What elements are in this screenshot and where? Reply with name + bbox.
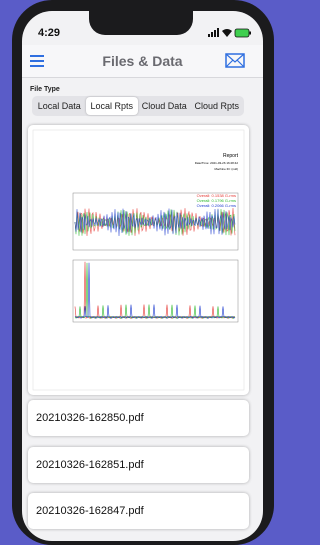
- segment-option[interactable]: Local Data: [33, 97, 86, 115]
- file-row[interactable]: 20210326-162847.pdf: [28, 493, 249, 529]
- report-preview: Report Date/Time: 2021-03-26 16:28:42 Ma…: [28, 125, 249, 395]
- segment-option[interactable]: Cloud Rpts: [191, 97, 244, 115]
- file-type-label: File Type: [30, 86, 60, 93]
- status-icons: [208, 28, 252, 38]
- segment-option[interactable]: Cloud Data: [138, 97, 191, 115]
- report-machine: Machine ID: (null): [214, 167, 238, 171]
- report-date: Date/Time: 2021-03-26 16:28:42: [195, 161, 239, 165]
- status-time: 4:29: [38, 27, 60, 39]
- legend-entry: Overall: 0.2066 G-rms: [197, 203, 236, 208]
- report-card: Report Date/Time: 2021-03-26 16:28:42 Ma…: [28, 125, 249, 395]
- mail-button[interactable]: [225, 53, 245, 68]
- segment-option[interactable]: Local Rpts: [86, 97, 139, 115]
- file-row[interactable]: 20210326-162850.pdf: [28, 400, 249, 436]
- notch: [89, 11, 193, 35]
- nav-bar: Files & Data: [22, 45, 263, 78]
- report-title: Report: [223, 153, 239, 159]
- file-row[interactable]: 20210326-162851.pdf: [28, 447, 249, 483]
